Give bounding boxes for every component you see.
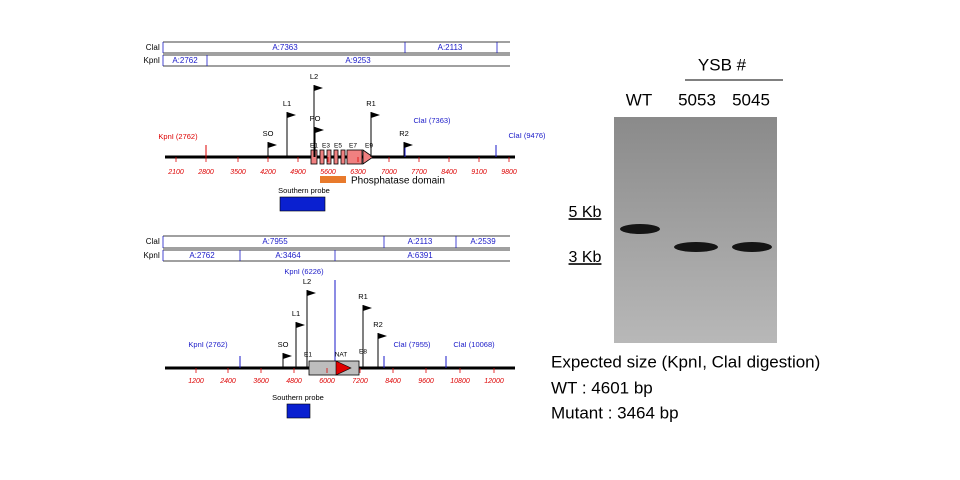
scale-label: 8400 <box>385 378 401 385</box>
nat-arrow <box>335 360 352 376</box>
primer-flag <box>307 290 316 296</box>
exon-label: E5 <box>334 143 342 150</box>
element-label: NAT <box>335 352 348 359</box>
primer-flag <box>378 333 387 339</box>
primer-label: R2 <box>399 129 409 138</box>
mut-probe <box>286 403 311 419</box>
scale-label: 2100 <box>167 169 184 176</box>
site-label: ClaI (9476) <box>508 131 546 140</box>
scale-label: 7200 <box>352 378 368 385</box>
size-marker: 5 Kb <box>569 204 602 221</box>
primer-label: L2 <box>310 72 318 81</box>
fragment-label: A:2113 <box>408 237 433 246</box>
fragment-label: A:6391 <box>407 251 433 260</box>
enzyme-label: ClaI <box>146 43 160 52</box>
primer-label: R1 <box>366 99 376 108</box>
scale-label: 7700 <box>411 169 427 176</box>
scale-label: 8400 <box>441 169 457 176</box>
primer-label: L2 <box>303 277 311 286</box>
probe-label: Southern probe <box>272 393 324 402</box>
fragment-label: A:7955 <box>262 237 288 246</box>
exon-label: E7 <box>349 143 357 150</box>
scale-label: 5600 <box>320 169 336 176</box>
primer-label: SO <box>278 340 289 349</box>
scale-label: 9100 <box>471 169 487 176</box>
primer-label: SO <box>263 129 274 138</box>
primer-label: PO <box>310 114 321 123</box>
scale-label: 6300 <box>350 169 366 176</box>
primer-flag <box>363 305 372 311</box>
scale-label: 2800 <box>197 169 214 176</box>
site-label: KpnI (2762) <box>188 340 228 349</box>
fragment-label: A:9253 <box>345 56 371 65</box>
site-label: KpnI (6226) <box>284 267 324 276</box>
labels: ClaI KpnI A:7363 A:2113 A:2762 A:9253 2100 2800… <box>144 43 821 422</box>
exon-label: E9 <box>365 143 373 150</box>
mut-cassette <box>308 360 360 376</box>
scale-label: 9800 <box>501 169 517 176</box>
primer-flag <box>315 127 324 133</box>
primer-flag <box>283 353 292 359</box>
scale-label: 2400 <box>219 378 236 385</box>
site-label: ClaI (7363) <box>413 116 451 125</box>
fragment-label: A:2762 <box>189 251 215 260</box>
caption-line: Mutant : 3464 bp <box>551 403 679 422</box>
gel-bands <box>620 224 772 252</box>
scale-label: 7000 <box>381 169 397 176</box>
site-label: ClaI (10068) <box>453 340 495 349</box>
gel-group-label: YSB # <box>698 55 747 74</box>
primer-label: L1 <box>283 99 291 108</box>
enzyme-label: KpnI <box>144 56 160 65</box>
scale-label: 6000 <box>319 378 335 385</box>
caption-line: WT : 4601 bp <box>551 378 653 397</box>
element-label: E1 <box>304 352 312 359</box>
primer-label: R1 <box>358 292 368 301</box>
wt-restriction-bars <box>162 41 510 67</box>
lane-label: 5045 <box>732 90 770 109</box>
probe-label: Southern probe <box>278 186 330 195</box>
primer-flag <box>371 112 380 118</box>
lane-label: 5053 <box>678 90 716 109</box>
site-label: KpnI (2762) <box>158 132 198 141</box>
phosphatase-domain-bar <box>320 176 346 183</box>
fragment-label: A:3464 <box>275 251 301 260</box>
primer-flag <box>287 112 296 118</box>
mut-sites <box>239 280 447 368</box>
primer-flag <box>268 142 277 148</box>
primer-flag <box>314 85 323 91</box>
scale-label: 10800 <box>450 378 470 385</box>
primer-flag <box>404 142 413 148</box>
fragment-label: A:2762 <box>172 56 198 65</box>
scale-label: 12000 <box>484 378 504 385</box>
domain-label: Phosphatase domain <box>351 176 445 187</box>
scale-label: 3600 <box>253 378 269 385</box>
wt-exons <box>310 149 374 165</box>
primer-label: R2 <box>373 320 383 329</box>
scale-label: 4800 <box>286 378 302 385</box>
site-label: ClaI (7955) <box>393 340 431 349</box>
lane-label: WT <box>626 90 652 109</box>
size-marker: 3 Kb <box>569 249 602 266</box>
fragment-label: A:7363 <box>272 43 298 52</box>
scale-label: 1200 <box>188 378 204 385</box>
wt-probe <box>279 196 326 212</box>
mut-restriction-bars <box>162 235 510 262</box>
fragment-label: A:2539 <box>470 237 496 246</box>
scale-label: 4200 <box>260 169 276 176</box>
fragment-label: A:2113 <box>438 43 463 52</box>
exon-label: E3 <box>322 143 330 150</box>
scale-label: 4900 <box>290 169 306 176</box>
enzyme-label: ClaI <box>146 237 160 246</box>
scale-label: 3500 <box>230 169 246 176</box>
primer-label: L1 <box>292 309 300 318</box>
enzyme-label: KpnI <box>144 251 160 260</box>
scale-label: 9600 <box>418 378 434 385</box>
caption-line: Expected size (KpnI, ClaI digestion) <box>551 352 820 371</box>
primer-flag <box>296 322 305 328</box>
